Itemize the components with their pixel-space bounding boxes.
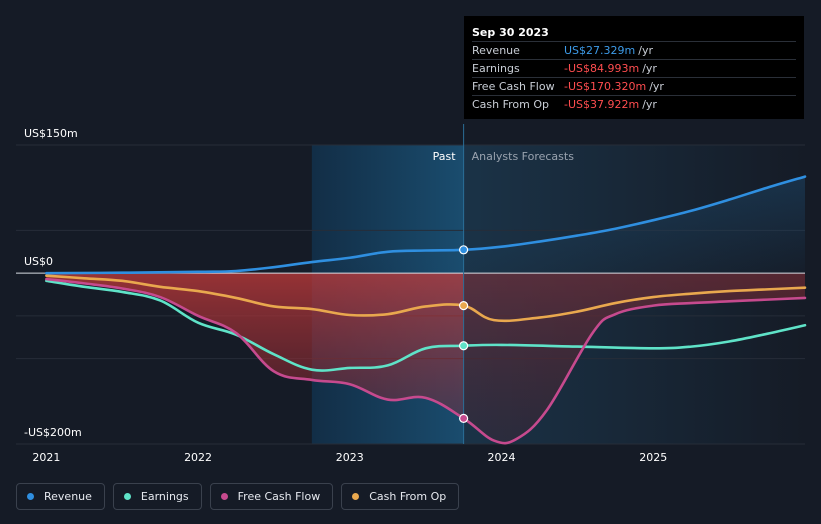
- y-axis-labels: US$150m US$0 -US$200m: [24, 127, 82, 439]
- tooltip-unit: /yr: [649, 80, 664, 93]
- past-label: Past: [433, 150, 457, 163]
- tooltip-row-free-cash-flow: Free Cash Flow -US$170.320m /yr: [472, 77, 796, 95]
- revenue-area: [46, 176, 806, 274]
- tooltip-value: -US$84.993m: [564, 62, 640, 75]
- tooltip-value: -US$170.320m: [564, 80, 647, 93]
- series-markers: [459, 245, 469, 423]
- marker-free-cash-flow[interactable]: [459, 413, 469, 423]
- tooltip-date: Sep 30 2023: [472, 26, 549, 39]
- marker-earnings[interactable]: [459, 341, 469, 351]
- tooltip-label: Free Cash Flow: [472, 80, 555, 93]
- legend-dot-icon: [352, 493, 360, 500]
- tooltip-label: Earnings: [472, 62, 520, 75]
- tooltip-unit: /yr: [642, 98, 657, 111]
- y-tick-label: US$150m: [24, 127, 78, 140]
- tooltip-row-earnings: Earnings -US$84.993m /yr: [472, 59, 796, 77]
- series-line-cash-from-op: [45, 274, 807, 323]
- legend-dot-icon: [27, 493, 34, 500]
- x-axis-labels: 2021 2022 2023 2024 2025: [32, 451, 667, 464]
- tooltip-row-cash-from-op: Cash From Op -US$37.922m /yr: [472, 95, 796, 113]
- x-tick-label: 2025: [639, 451, 667, 464]
- legend-label: Revenue: [44, 490, 92, 503]
- x-tick-label: 2023: [336, 451, 364, 464]
- x-tick-label: 2022: [184, 451, 212, 464]
- tooltip-unit: /yr: [638, 44, 653, 57]
- marker-revenue[interactable]: [459, 245, 469, 255]
- tooltip-unit: /yr: [642, 62, 657, 75]
- tooltip: Sep 30 2023 Revenue US$27.329m /yr Earni…: [464, 16, 804, 119]
- legend: Revenue Earnings Free Cash Flow Cash Fro…: [16, 483, 460, 510]
- legend-item-earnings[interactable]: Earnings: [112, 483, 202, 510]
- x-tick-label: 2024: [488, 451, 516, 464]
- x-tick-label: 2021: [32, 451, 60, 464]
- chart-canvas: US$150m US$0 -US$200m 2021 2022 2023 2024 2025…: [16, 124, 807, 464]
- tooltip-value: US$27.329m: [564, 44, 636, 57]
- marker-cash-from-op[interactable]: [459, 301, 469, 311]
- tooltip-label: Revenue: [472, 44, 520, 57]
- tooltip-label: Cash From Op: [472, 98, 550, 111]
- tooltip-value: -US$37.922m: [564, 98, 640, 111]
- legend-dot-icon: [220, 493, 228, 500]
- negative-area-past: [46, 273, 464, 419]
- series-line-earnings: [45, 279, 807, 372]
- legend-item-cash-from-op[interactable]: Cash From Op: [341, 483, 460, 510]
- legend-item-revenue[interactable]: Revenue: [16, 483, 105, 510]
- analysts-forecasts-label: Analysts Forecasts: [472, 150, 575, 163]
- legend-label: Free Cash Flow: [237, 490, 321, 503]
- y-tick-label: -US$200m: [24, 426, 82, 439]
- tooltip-row-revenue: Revenue US$27.329m /yr: [472, 41, 796, 59]
- legend-item-free-cash-flow[interactable]: Free Cash Flow: [209, 483, 334, 510]
- legend-label: Earnings: [140, 490, 189, 503]
- series-line-free-cash-flow: [45, 277, 807, 445]
- y-tick-label: US$0: [24, 255, 53, 268]
- series-lines: [45, 175, 807, 445]
- legend-label: Cash From Op: [369, 490, 447, 503]
- legend-dot-icon: [123, 493, 131, 500]
